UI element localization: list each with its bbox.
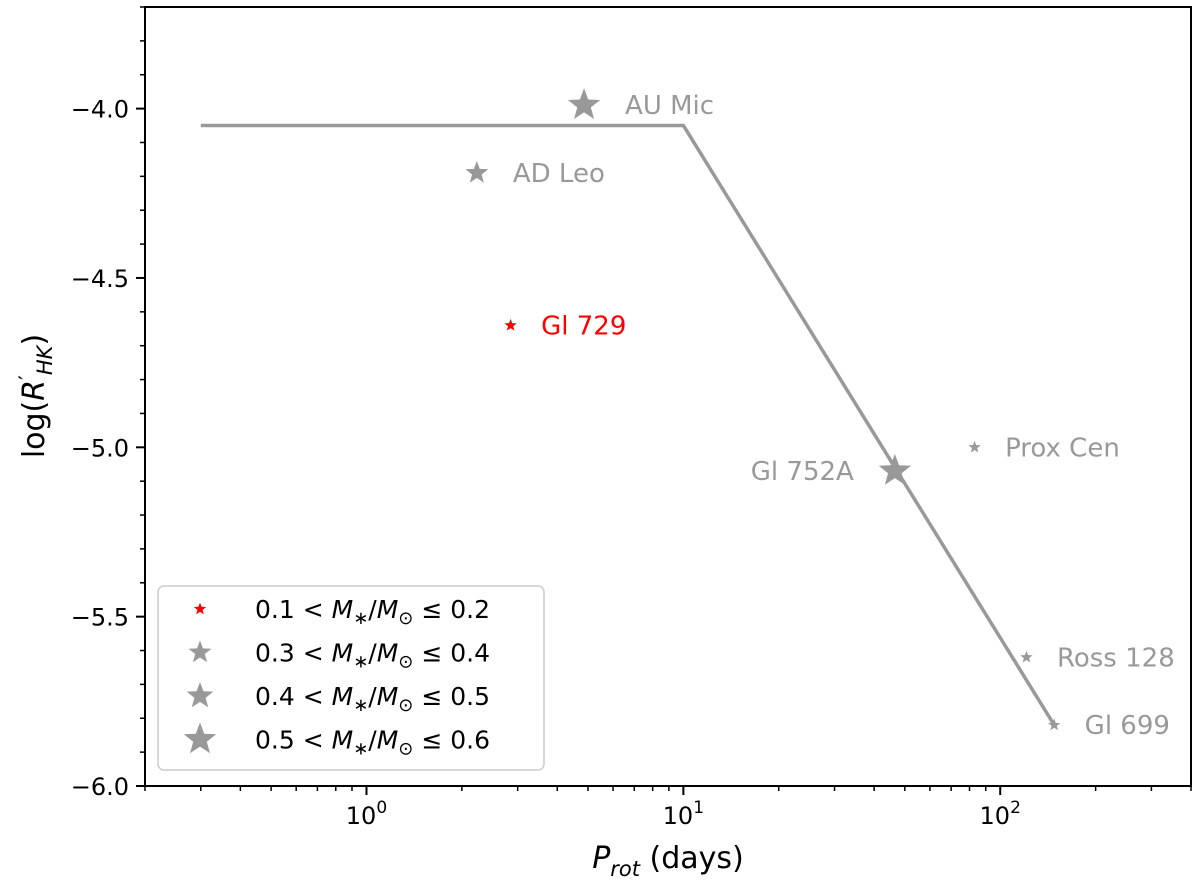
y-tick-label: −6.0 xyxy=(71,773,129,801)
star-label-gl-752a: Gl 752A xyxy=(751,457,854,487)
y-tick-label: −5.0 xyxy=(71,434,129,462)
star-marker-gl-752a xyxy=(878,454,912,485)
legend-entry-label: 0.3 < M∗/M⊙ ≤ 0.4 xyxy=(255,639,490,673)
legend-marker xyxy=(186,682,214,708)
star-label-prox-cen: Prox Cen xyxy=(1005,433,1120,463)
star-label-ross-128: Ross 128 xyxy=(1057,643,1175,673)
star-marker-gl-699 xyxy=(1047,718,1061,731)
legend-marker xyxy=(188,640,212,663)
legend: 0.1 < M∗/M⊙ ≤ 0.2 0.3 < M∗/M⊙ ≤ 0.4 0.4 < … xyxy=(157,585,545,771)
y-tick-label: −5.5 xyxy=(71,604,129,632)
star-label-gl-729: Gl 729 xyxy=(541,311,626,341)
legend-frame xyxy=(157,585,545,771)
star-marker-au-mic xyxy=(567,88,601,119)
y-tick-label: −4.5 xyxy=(71,265,129,293)
x-tick-label: 101 xyxy=(663,798,704,830)
legend-marker xyxy=(183,722,217,754)
axis-layer: −4.0 −4.5 −5.0 −5.5 −6.0 100 101 102 xyxy=(71,6,1192,830)
star-marker-ad-leo xyxy=(465,160,489,183)
star-label-gl-699: Gl 699 xyxy=(1085,711,1170,741)
activity-rotation-relation-line xyxy=(200,123,1056,726)
plot-layer: AU Mic AD Leo Gl 729 Gl 752A Prox Cen Ross 12… xyxy=(200,88,1175,741)
legend-entry-label: 0.4 < M∗/M⊙ ≤ 0.5 xyxy=(255,682,490,716)
x-axis-label: Prot (days) xyxy=(592,841,744,881)
plot-frame xyxy=(144,6,1192,787)
y-tick-label: −4.0 xyxy=(71,96,129,124)
star-marker-prox-cen xyxy=(968,440,981,453)
legend-marker xyxy=(193,602,207,615)
y-axis-label: log(R′HK) xyxy=(15,334,57,458)
legend-entry-label: 0.1 < M∗/M⊙ ≤ 0.2 xyxy=(255,595,490,629)
star-marker-gl-729 xyxy=(504,318,517,331)
star-label-ad-leo: AD Leo xyxy=(513,159,605,189)
star-label-au-mic: AU Mic xyxy=(625,91,714,121)
star-marker-ross-128 xyxy=(1020,650,1033,663)
legend-entry-label: 0.5 < M∗/M⊙ ≤ 0.6 xyxy=(255,726,490,760)
x-tick-label: 102 xyxy=(980,798,1021,830)
x-tick-label: 100 xyxy=(346,798,387,830)
